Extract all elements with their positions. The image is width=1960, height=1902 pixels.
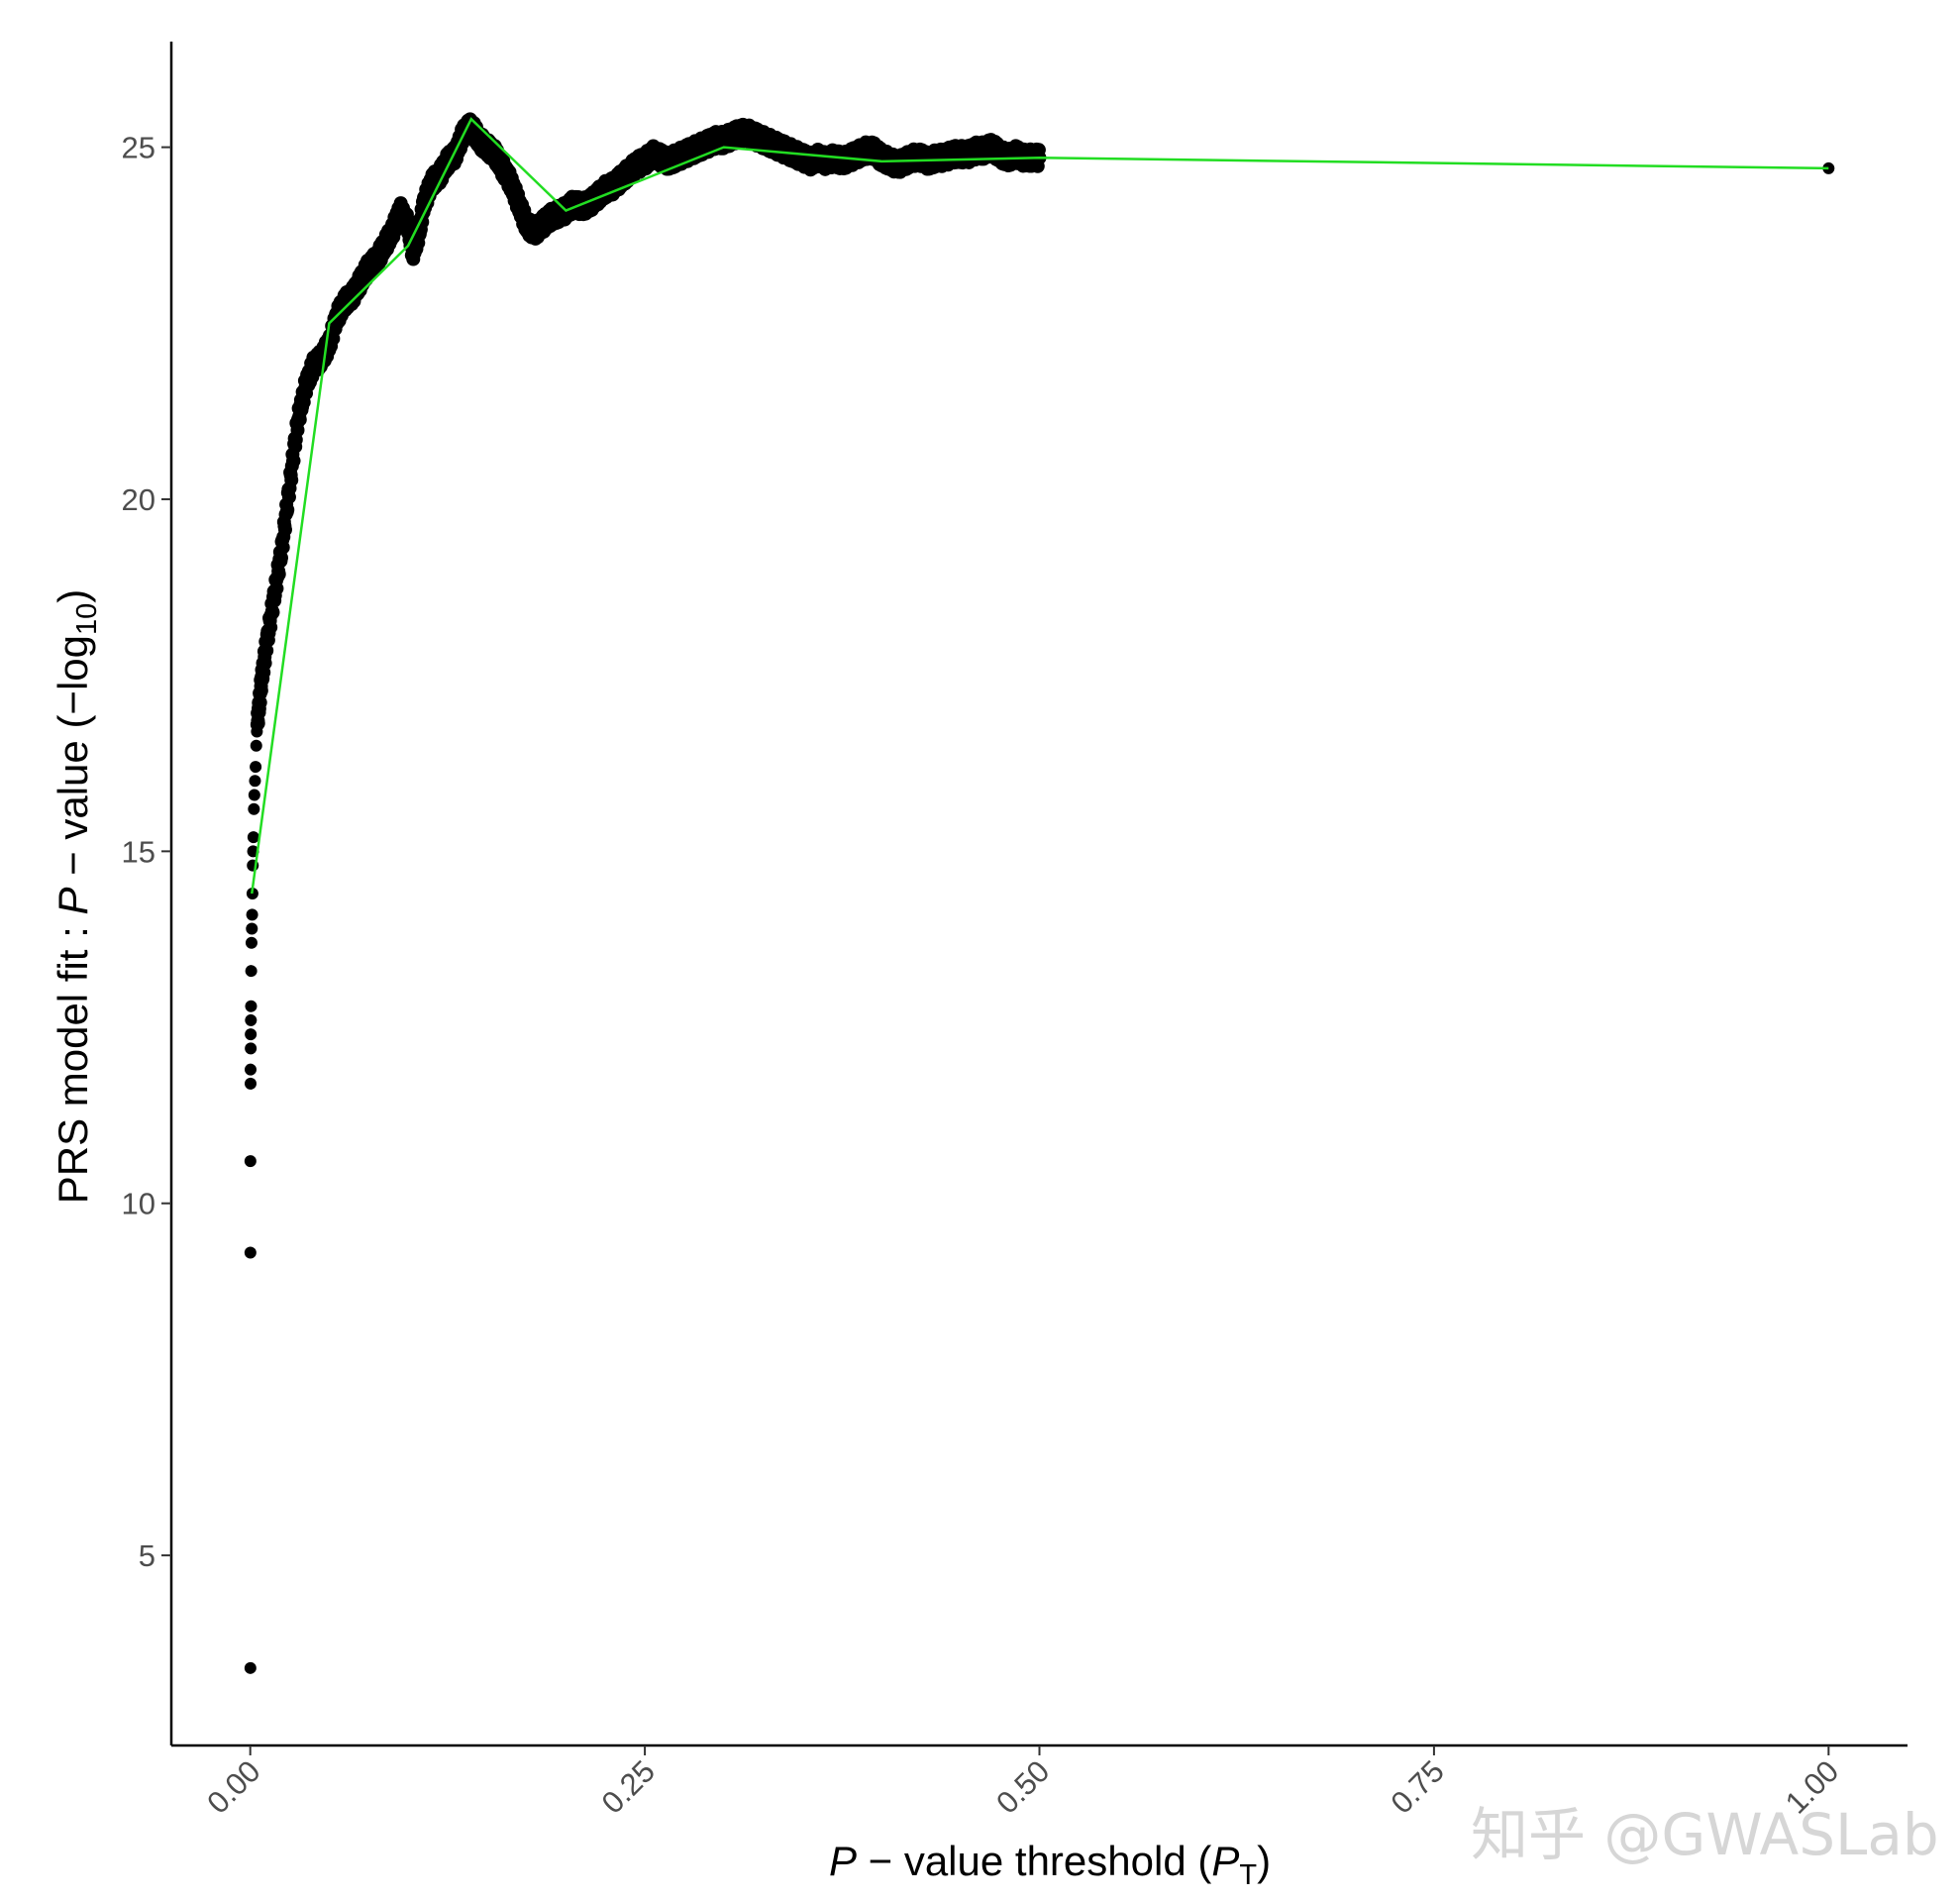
- data-point: [273, 551, 288, 566]
- data-point: [254, 684, 268, 698]
- data-point: [246, 922, 258, 935]
- data-point: [245, 965, 258, 978]
- y-tick-label: 25: [122, 131, 155, 165]
- data-point: [247, 831, 259, 844]
- data-point: [286, 454, 301, 469]
- data-point: [245, 1028, 258, 1041]
- data-point: [250, 761, 262, 774]
- data-point: [258, 656, 272, 671]
- data-point: [245, 1042, 258, 1055]
- data-point: [269, 581, 284, 596]
- data-point: [277, 522, 292, 537]
- data-point: [244, 1661, 257, 1674]
- data-point: [246, 908, 258, 921]
- y-tick-label: 10: [122, 1187, 155, 1221]
- data-point: [275, 540, 290, 555]
- data-point: [248, 802, 260, 815]
- scatter-points: [244, 112, 1835, 1674]
- line-series: [251, 117, 1829, 895]
- data-point: [244, 1155, 257, 1168]
- data-point: [251, 716, 265, 731]
- data-point: [284, 473, 299, 487]
- data-point: [245, 1013, 258, 1026]
- y-axis-ticks: 5 10 15 20 25: [122, 131, 171, 1573]
- data-point: [280, 502, 295, 517]
- data-point: [263, 620, 278, 635]
- fit-line: [251, 117, 1829, 895]
- data-point: [249, 775, 261, 788]
- data-point: [244, 1246, 257, 1259]
- data-point: [271, 567, 286, 581]
- watermark: 知乎 @GWASLab: [1471, 1801, 1939, 1868]
- data-point: [250, 739, 262, 752]
- data-point: [245, 1000, 258, 1012]
- y-tick-label: 15: [122, 834, 155, 869]
- data-point: [245, 1063, 258, 1076]
- y-tick-label: 5: [139, 1538, 155, 1573]
- data-point: [290, 423, 305, 438]
- x-tick-label: 0.75: [1384, 1753, 1450, 1820]
- data-point: [245, 1077, 258, 1090]
- data-point: [259, 643, 274, 658]
- x-tick-label: 0.50: [989, 1753, 1056, 1820]
- data-point: [265, 605, 280, 620]
- data-point: [245, 936, 258, 949]
- y-axis-title: PRS model fit : P − value (−log10): [50, 589, 103, 1205]
- x-tick-label: 0.25: [595, 1753, 662, 1820]
- y-tick-label: 20: [122, 482, 155, 517]
- x-axis-title: P − value threshold (PT): [829, 1838, 1271, 1891]
- data-point: [248, 789, 260, 801]
- data-point: [253, 695, 267, 710]
- x-tick-label: 0.00: [200, 1753, 266, 1820]
